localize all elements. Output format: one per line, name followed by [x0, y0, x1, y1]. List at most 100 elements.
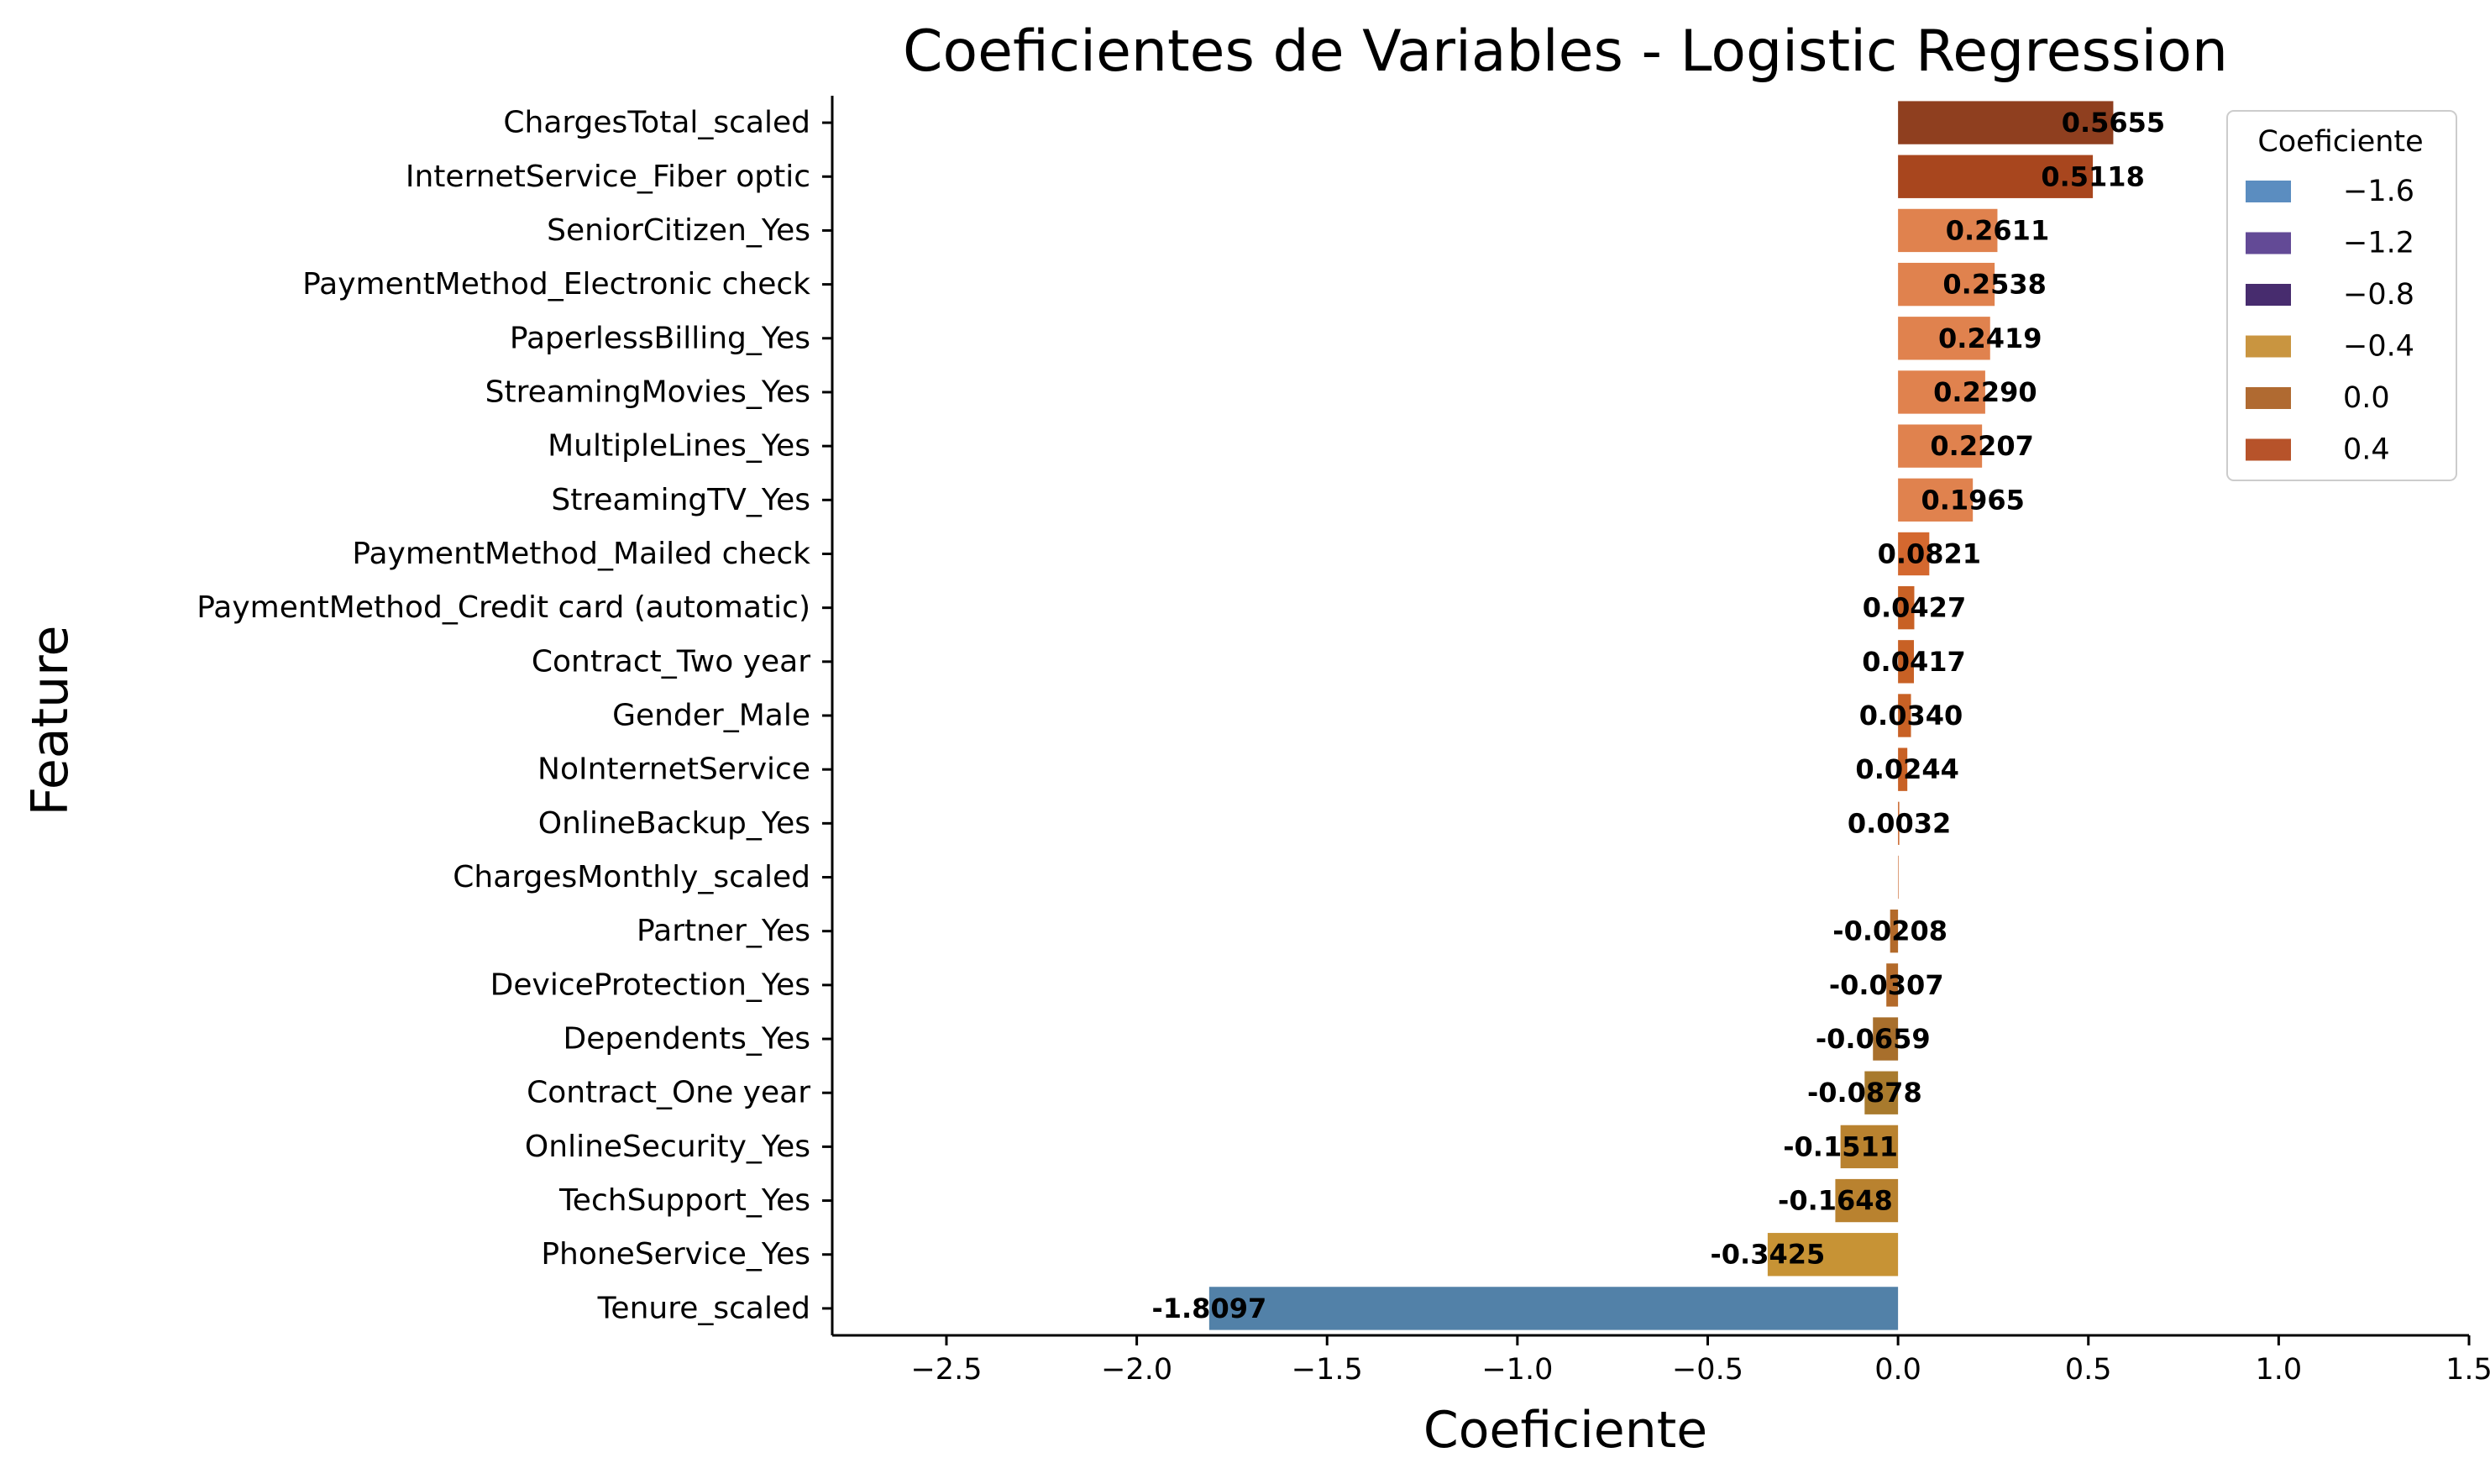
bar-14 [1898, 855, 1899, 899]
data-label: -0.1511 [1783, 1130, 1898, 1162]
bar-9 [1898, 585, 1915, 630]
data-label: -0.0208 [1832, 915, 1947, 947]
bar-21 [1767, 1233, 1899, 1277]
data-label: -0.0878 [1807, 1077, 1922, 1109]
y-tick-label: MultipleLines_Yes [548, 429, 810, 464]
y-tick-label: OnlineBackup_Yes [538, 806, 810, 841]
y-tick-label: Contract_Two year [532, 644, 810, 679]
y-tick-label: ChargesMonthly_scaled [453, 860, 810, 894]
bar-10 [1898, 640, 1915, 684]
legend-swatch [2246, 438, 2291, 461]
data-label: -0.1648 [1778, 1185, 1893, 1217]
legend-swatch [2246, 335, 2291, 358]
x-tick-label: 1.5 [2445, 1353, 2490, 1387]
bar-3 [1898, 262, 1995, 307]
data-label: 0.2290 [1933, 376, 2037, 408]
x-ticks: −2.5 −2.0 −1.5 −1.0 −0.5 0.0 0.5 1.0 1.5 [910, 1335, 2490, 1387]
x-tick-label: −2.0 [1101, 1353, 1172, 1387]
x-tick-label: 1.0 [2256, 1353, 2303, 1387]
axes [831, 96, 2469, 1337]
bar-17 [1873, 1017, 1899, 1061]
data-labels: 0.5655 0.5118 0.2611 0.2538 0.2419 0.2290 0.22… [1151, 107, 2165, 1324]
x-tick-label: −0.5 [1672, 1353, 1743, 1387]
bars-group [1208, 101, 2114, 1330]
x-tick-label: 0.0 [1874, 1353, 1921, 1387]
y-tick-labels: ChargesTotal_scaled InternetService_Fiber… [197, 106, 832, 1325]
bar-16 [1886, 963, 1899, 1007]
bar-8 [1898, 532, 1930, 576]
legend: Coeficiente −1.6 −1.2 −0.8 −0.4 0.0 0.4 [2226, 110, 2457, 481]
bar-22 [1208, 1287, 1899, 1330]
y-tick-label: Tenure_scaled [597, 1291, 810, 1325]
legend-swatch [2246, 284, 2291, 306]
y-tick-label: InternetService_Fiber optic [406, 160, 810, 194]
bar-5 [1898, 370, 1985, 414]
data-label: 0.0244 [1855, 753, 1958, 785]
data-label: -1.8097 [1151, 1293, 1266, 1324]
data-label: 0.0427 [1863, 592, 1966, 624]
data-label: -0.3425 [1710, 1239, 1825, 1271]
data-label: 0.0032 [1848, 807, 1951, 839]
legend-label: −1.2 [2343, 227, 2414, 260]
y-tick-label: ChargesTotal_scaled [503, 106, 810, 140]
data-label: 0.2611 [1946, 214, 2049, 246]
y-tick-label: DeviceProtection_Yes [490, 967, 810, 1002]
chart-title: Coeficientes de Variables - Logistic Reg… [903, 18, 2228, 85]
y-tick-label: TechSupport_Yes [558, 1183, 810, 1218]
legend-label: −1.6 [2343, 175, 2414, 208]
y-axis-label: Feature [21, 626, 80, 816]
data-label: 0.0417 [1862, 646, 1965, 678]
bar-19 [1840, 1125, 1899, 1169]
data-label: 0.2207 [1930, 430, 2033, 462]
y-tick-label: SeniorCitizen_Yes [547, 213, 810, 248]
y-tick-label: PaymentMethod_Mailed check [352, 537, 810, 571]
y-tick-label: PhoneService_Yes [541, 1237, 810, 1272]
x-tick-label: −1.0 [1481, 1353, 1553, 1387]
y-tick-label: Contract_One year [527, 1076, 810, 1110]
y-tick-label: PaperlessBilling_Yes [510, 321, 810, 355]
bar-11 [1898, 694, 1911, 737]
y-tick-label: Dependents_Yes [564, 1022, 811, 1057]
legend-swatch [2246, 387, 2291, 409]
data-label: 0.2419 [1938, 322, 2042, 354]
y-tick-label: OnlineSecurity_Yes [525, 1130, 810, 1164]
legend-swatch [2246, 181, 2291, 202]
legend-swatch [2246, 232, 2291, 254]
data-label: 0.0340 [1859, 700, 1963, 732]
legend-title: Coeficiente [2257, 125, 2423, 159]
data-label: 0.0821 [1878, 537, 1981, 569]
x-axis-label: Coeficiente [1423, 1401, 1707, 1460]
x-tick-label: −1.5 [1292, 1353, 1363, 1387]
legend-label: 0.4 [2343, 433, 2390, 467]
bar-1 [1898, 155, 2094, 198]
y-tick-label: Gender_Male [612, 699, 810, 733]
bar-18 [1864, 1071, 1899, 1114]
data-label: 0.5118 [2041, 160, 2144, 192]
data-label: -0.0659 [1816, 1023, 1931, 1055]
data-label: 0.5655 [2062, 107, 2165, 139]
bar-12 [1898, 747, 1908, 791]
data-label: 0.1965 [1921, 484, 2024, 516]
y-tick-label: PaymentMethod_Electronic check [302, 267, 810, 302]
y-tick-label: Partner_Yes [637, 914, 810, 948]
data-label: -0.0307 [1829, 969, 1944, 1001]
x-tick-label: −2.5 [910, 1353, 982, 1387]
bar-13 [1898, 801, 1900, 846]
bar-6 [1898, 424, 1983, 468]
x-tick-label: 0.5 [2065, 1353, 2112, 1387]
legend-label: 0.0 [2343, 381, 2390, 415]
legend-label: −0.8 [2343, 278, 2414, 312]
bar-15 [1890, 910, 1899, 953]
y-tick-label: StreamingMovies_Yes [485, 375, 810, 409]
data-label: 0.2538 [1942, 269, 2046, 301]
y-tick-label: PaymentMethod_Credit card (automatic) [197, 590, 810, 625]
y-tick-label: NoInternetService [537, 752, 810, 787]
bar-2 [1898, 208, 1998, 253]
bar-4 [1898, 317, 1990, 360]
y-tick-label: StreamingTV_Yes [551, 483, 810, 517]
legend-label: −0.4 [2343, 330, 2414, 364]
bar-7 [1898, 478, 1974, 522]
bar-0 [1898, 101, 2114, 144]
